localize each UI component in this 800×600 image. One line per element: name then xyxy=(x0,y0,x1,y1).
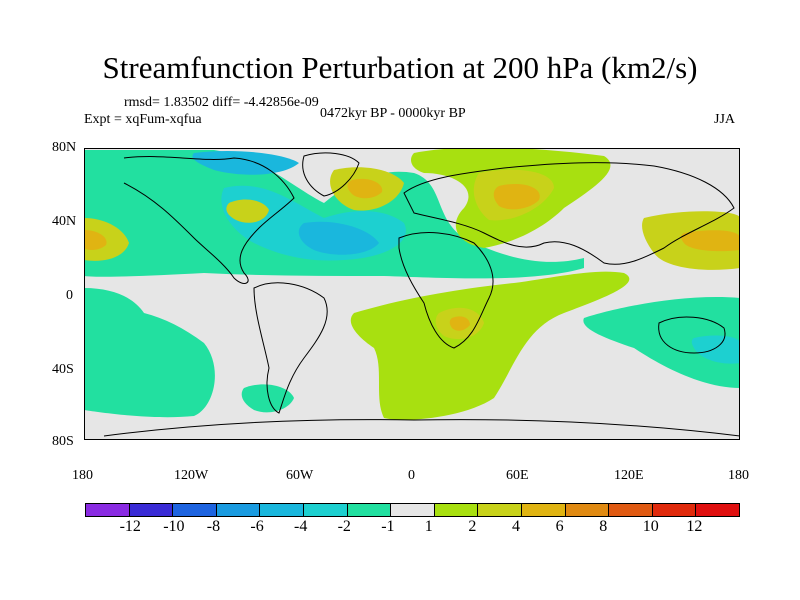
lon-tick-180-west: 180 xyxy=(72,468,93,483)
positive-anomaly-east-pacific-core xyxy=(681,230,740,252)
colorbar-label: 6 xyxy=(555,518,564,535)
negative-anomaly-band xyxy=(84,150,584,279)
colorbar-label: 10 xyxy=(642,518,659,535)
colorbar-label: -4 xyxy=(294,518,308,535)
colorbar-swatch xyxy=(302,503,348,517)
experiment-label: Expt = xqFum-xqfua xyxy=(84,112,202,127)
colorbar-label: -10 xyxy=(163,518,185,535)
colorbar-swatch xyxy=(259,503,304,517)
lon-tick-120w: 120W xyxy=(174,468,209,483)
map-frame xyxy=(84,148,740,440)
colorbar-label: -1 xyxy=(381,518,395,535)
africa-outline xyxy=(398,232,494,349)
negative-anomaly-south-pacific-east xyxy=(583,297,740,388)
colorbar xyxy=(85,503,740,517)
positive-anomaly-eurasia-core xyxy=(493,183,540,210)
positive-anomaly-south-atlantic xyxy=(350,271,630,420)
colorbar-label: -12 xyxy=(119,518,141,535)
negative-anomaly-australia-core xyxy=(691,335,740,364)
colorbar-swatch xyxy=(390,503,435,517)
colorbar-label: -2 xyxy=(337,518,351,535)
colorbar-swatch xyxy=(215,503,261,517)
australia-outline xyxy=(658,316,726,354)
negative-anomaly-south-america xyxy=(241,384,294,413)
antarctica-outline xyxy=(103,419,741,437)
colorbar-swatch xyxy=(433,503,479,517)
lat-tick-40n: 40N xyxy=(52,214,77,229)
streamfunction-map xyxy=(84,147,741,440)
lat-tick-80s: 80S xyxy=(52,434,74,449)
positive-anomaly-west-pacific xyxy=(84,218,129,261)
north-america-outline xyxy=(123,156,295,284)
lon-tick-60w: 60W xyxy=(286,468,314,483)
lon-tick-120e: 120E xyxy=(614,468,644,483)
colorbar-label: 4 xyxy=(512,518,520,535)
negative-polar-anomaly xyxy=(192,151,299,175)
map-panel xyxy=(84,147,741,440)
positive-anomaly-north-atlantic-core xyxy=(347,178,383,199)
colorbar-swatch xyxy=(520,503,566,517)
lon-tick-60e: 60E xyxy=(506,468,529,483)
colorbar-label: 12 xyxy=(686,518,703,535)
coastlines xyxy=(103,152,741,437)
colorbar-label: 8 xyxy=(599,518,608,535)
figure-title: Streamfunction Perturbation at 200 hPa (… xyxy=(102,50,698,85)
colorbar-label: 2 xyxy=(468,518,477,535)
lat-tick-80n: 80N xyxy=(52,140,77,155)
lat-tick-0: 0 xyxy=(66,288,73,303)
eurasia-outline xyxy=(403,162,735,265)
colorbar-swatch xyxy=(564,503,610,517)
lon-tick-0: 0 xyxy=(408,468,415,483)
colorbar-swatch xyxy=(651,503,697,517)
negative-anomaly-south-pacific-west xyxy=(84,288,215,418)
colorbar-label: 1 xyxy=(424,518,433,535)
colorbar-label: -8 xyxy=(206,518,221,535)
rmsd-diff-stats: rmsd= 1.83502 diff= -4.42856e-09 xyxy=(124,95,319,110)
colorbar-swatch xyxy=(477,503,522,517)
period-label: 0472kyr BP - 0000kyr BP xyxy=(320,106,466,121)
colorbar-swatch xyxy=(608,503,653,517)
colorbar-swatch xyxy=(128,503,174,517)
positive-anomaly-west-pacific-core xyxy=(84,230,107,250)
colorbar-swatch xyxy=(172,503,217,517)
colorbar-swatch xyxy=(695,503,740,517)
greenland-outline xyxy=(302,152,360,197)
positive-anomaly-us xyxy=(226,199,269,223)
south-america-outline xyxy=(253,282,328,414)
colorbar-label: -6 xyxy=(250,518,264,535)
colorbar-swatch xyxy=(85,503,130,517)
lon-tick-180-east: 180 xyxy=(728,468,749,483)
positive-anomaly-south-africa-center xyxy=(449,316,470,331)
season-label: JJA xyxy=(714,112,736,127)
colorbar-swatch xyxy=(346,503,392,517)
lat-tick-40s: 40S xyxy=(52,362,74,377)
negative-anomaly-center xyxy=(298,221,379,255)
